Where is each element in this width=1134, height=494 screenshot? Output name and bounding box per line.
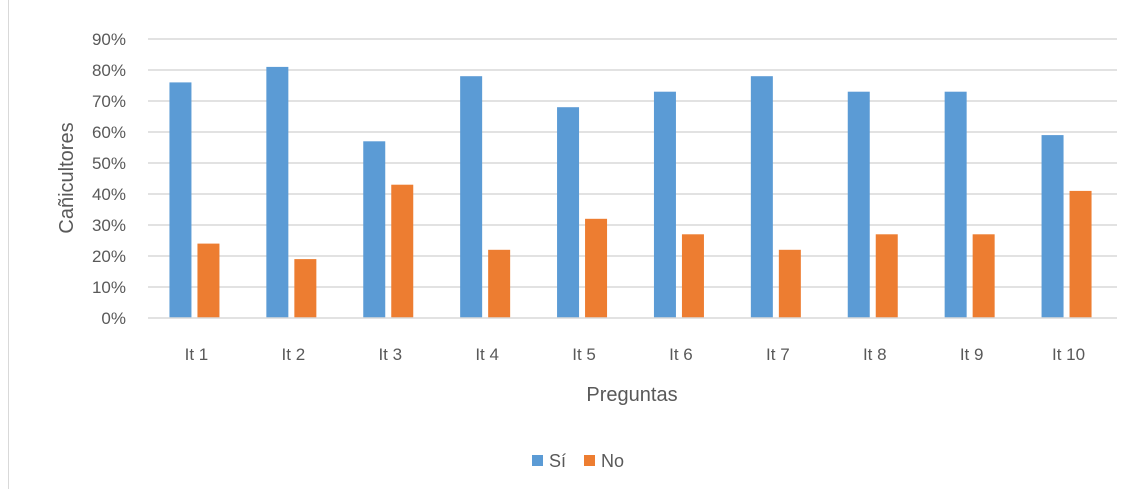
bar-si [1041,135,1064,318]
x-tick-label: It 6 [669,345,693,364]
x-tick-label: It 4 [475,345,499,364]
bar-si [266,66,289,319]
bar-si [557,107,580,318]
x-tick-label: It 5 [572,345,596,364]
gridlines [148,38,1117,288]
bars [169,66,1092,319]
bar-no [197,243,220,318]
bar-no [875,234,898,318]
y-tick-label: 20% [92,247,126,266]
legend: Sí No [532,451,624,471]
x-axis-ticks: It 1 It 2 It 3 It 4 It 5 It 6 It 7 It 8 It 9 It 1… [185,345,1085,364]
x-tick-label: It 1 [185,345,209,364]
bar-si [363,141,386,318]
x-tick-label: It 7 [766,345,790,364]
bar-no [585,218,608,318]
y-tick-label: 0% [101,309,126,328]
bar-si [750,76,773,318]
legend-swatch [584,455,595,466]
bar-si [847,91,870,318]
bar-no [488,249,511,318]
y-axis-title: Cañicultores [56,122,78,233]
legend-label: No [601,451,624,471]
x-axis-title: Preguntas [586,384,677,406]
y-tick-label: 80% [92,61,126,80]
bar-si [944,91,967,318]
legend-label: Sí [549,451,566,471]
bar-si [653,91,676,318]
bar-no [391,184,414,318]
legend-swatch [532,455,543,466]
bar-si [460,76,483,318]
x-tick-label: It 3 [378,345,402,364]
bar-no [972,234,995,318]
x-tick-label: It 8 [863,345,887,364]
y-axis-ticks: 0% 10% 20% 30% 40% 50% 60% 70% 80% 90% [92,30,126,328]
y-tick-label: 70% [92,92,126,111]
x-tick-label: It 9 [960,345,984,364]
bar-no [778,249,801,318]
y-tick-label: 60% [92,123,126,142]
x-tick-label: It 10 [1052,345,1085,364]
chart-border-left [8,0,9,489]
y-tick-label: 30% [92,216,126,235]
bar-no [681,234,704,318]
x-tick-label: It 2 [282,345,306,364]
y-tick-label: 10% [92,278,126,297]
bar-no [294,259,317,318]
bar-no [1069,190,1092,318]
y-tick-label: 40% [92,185,126,204]
y-tick-label: 50% [92,154,126,173]
bar-si [169,82,192,319]
y-tick-label: 90% [92,30,126,49]
